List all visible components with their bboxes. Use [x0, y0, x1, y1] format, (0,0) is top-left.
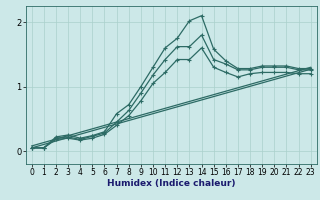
X-axis label: Humidex (Indice chaleur): Humidex (Indice chaleur)	[107, 179, 236, 188]
